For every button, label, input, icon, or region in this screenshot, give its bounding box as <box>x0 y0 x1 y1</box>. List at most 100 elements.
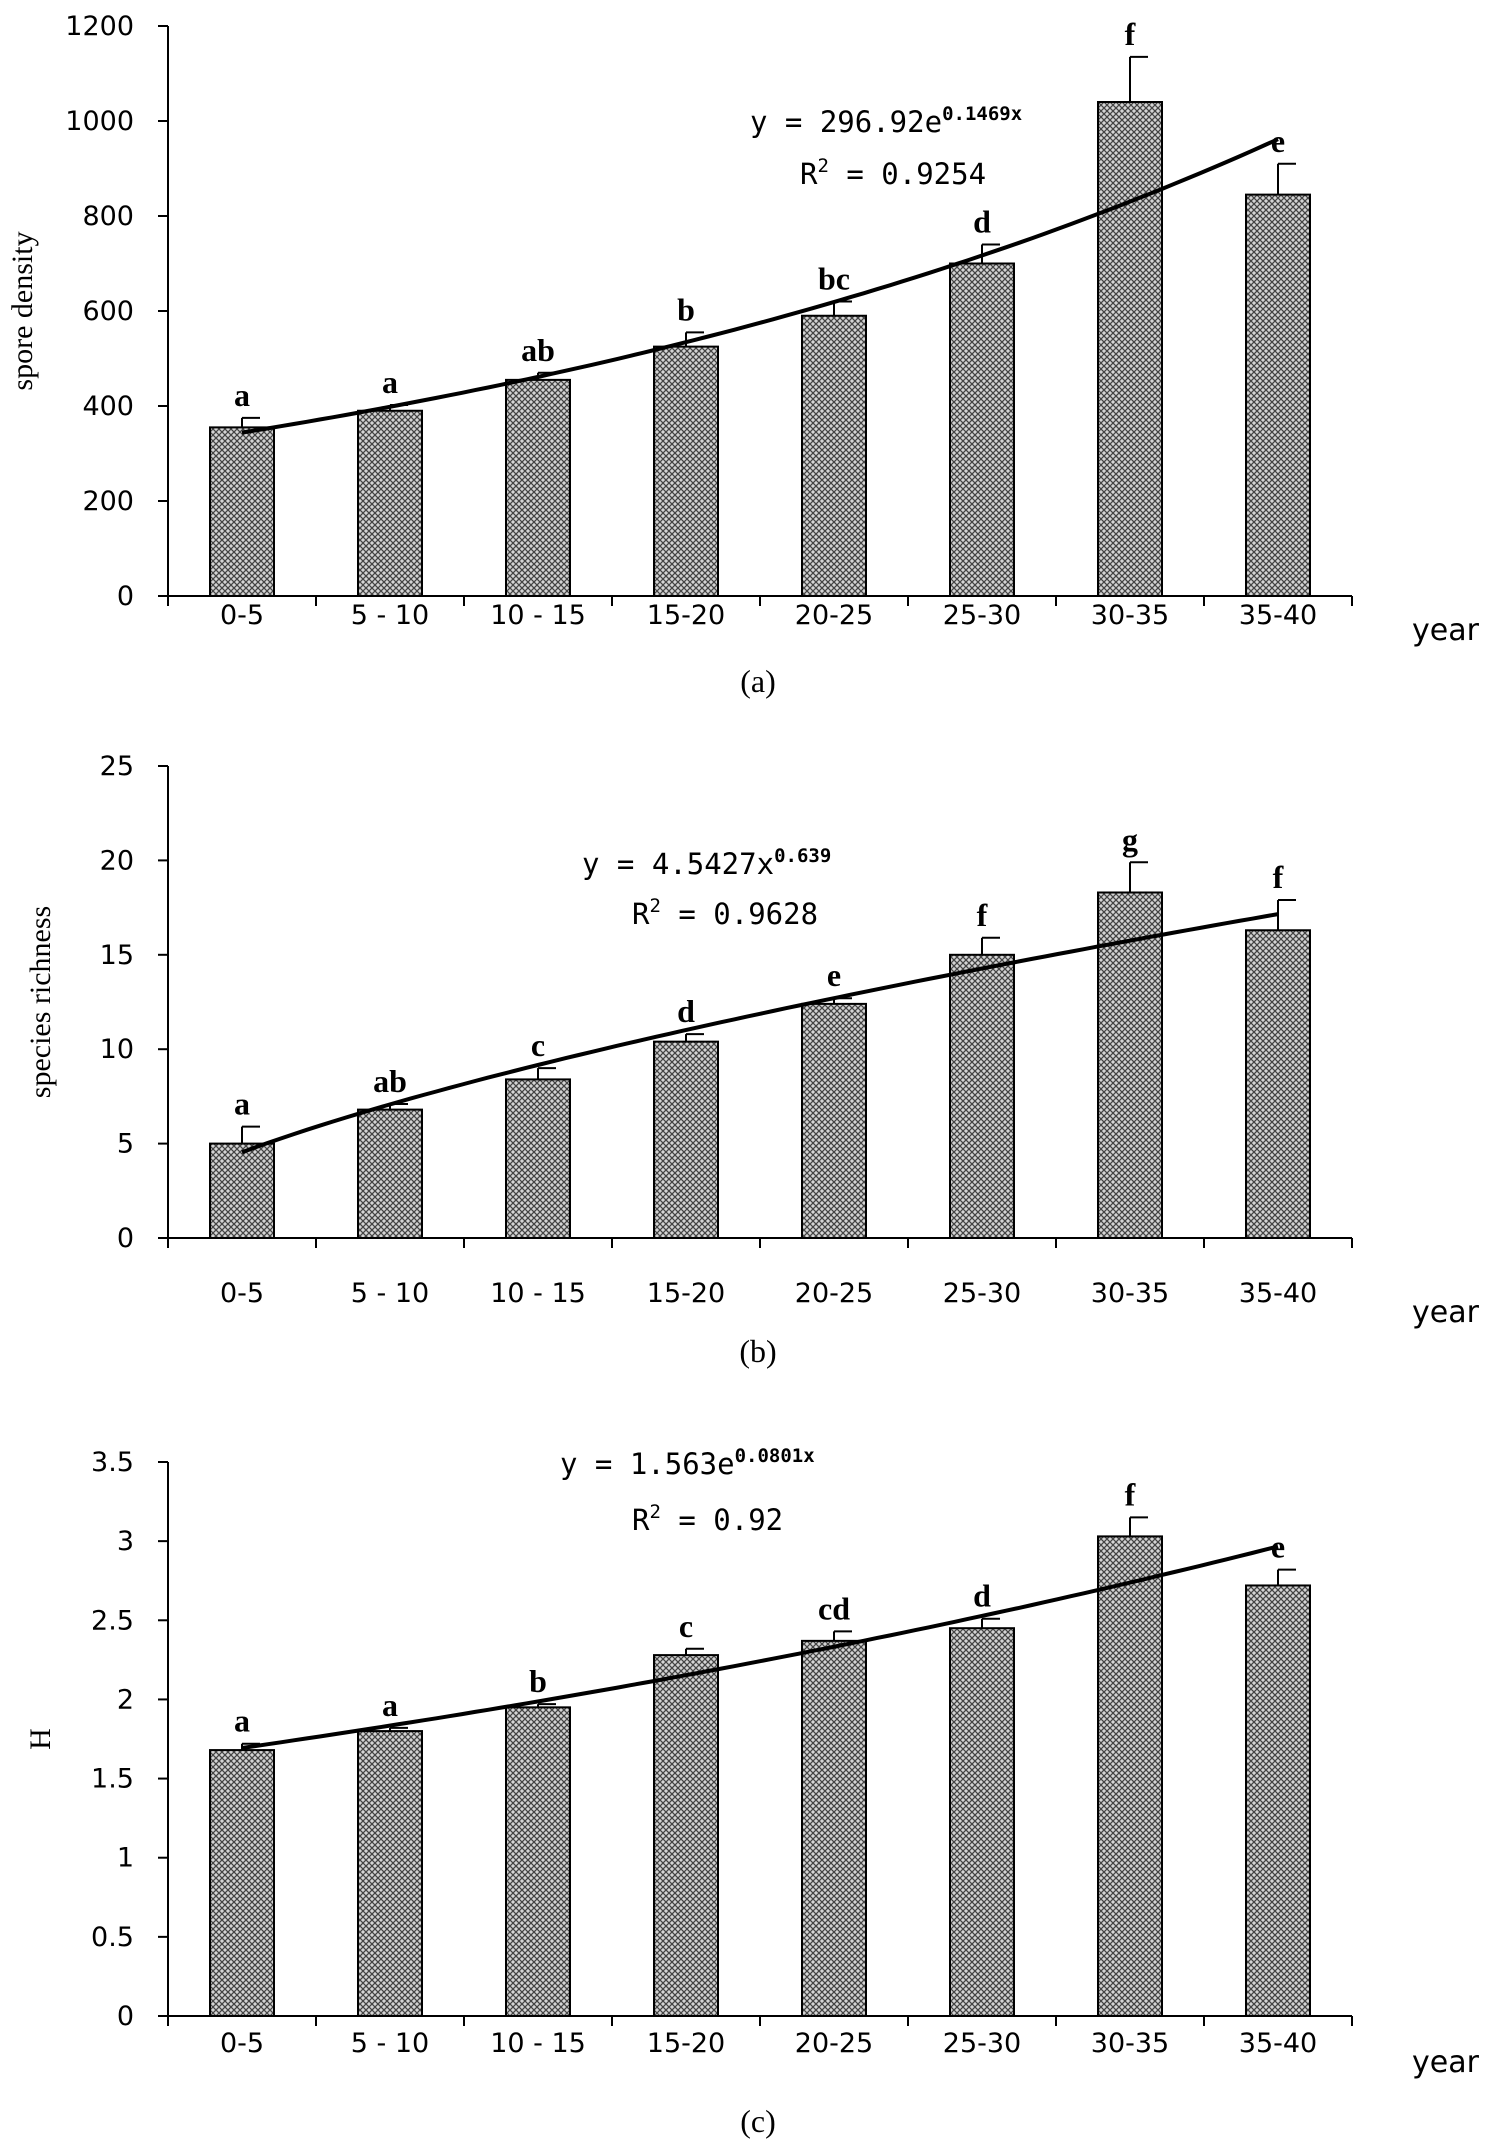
y-tick-label: 2 <box>117 1684 134 1715</box>
significance-letter: c <box>531 1027 545 1063</box>
x-tick-label: 20-25 <box>795 1278 873 1309</box>
significance-letter: a <box>234 1703 250 1739</box>
r-squared: R2 = 0.9628 <box>632 895 818 931</box>
y-tick-label: 200 <box>82 486 134 517</box>
y-tick-label: 1 <box>117 1843 134 1874</box>
x-tick-label: 15-20 <box>647 1278 725 1309</box>
trend-line <box>241 1544 1279 1750</box>
significance-letter: a <box>382 1687 398 1723</box>
significance-letter: a <box>382 364 398 400</box>
panel-label: (c) <box>740 2103 776 2139</box>
y-tick-label: 2.5 <box>91 1605 134 1636</box>
bar-0 <box>209 1749 275 2017</box>
y-tick-label: 0 <box>117 1223 134 1254</box>
significance-letter: bc <box>818 261 850 297</box>
x-tick-label: 35-40 <box>1239 600 1317 631</box>
x-tick-label: 20-25 <box>795 2028 873 2059</box>
x-tick-label: 10 - 15 <box>490 2028 586 2059</box>
bar-5 <box>949 262 1015 597</box>
significance-letter: c <box>679 1608 693 1644</box>
chart-svg-b: 0 5 10 15 20 25 a 0-5 ab 5 - 10 c 10 - 15 d 15-20 e 20-… <box>24 751 1480 1369</box>
significance-letter: g <box>1122 821 1138 857</box>
chart-svg-a: 0 200 400 600 800 1000 1200 a 0-5 a 5 - 10 ab 10 - 1… <box>6 11 1480 699</box>
bar-2 <box>505 1706 571 2017</box>
significance-letter: a <box>234 1086 250 1122</box>
y-axis-label: H <box>24 1728 57 1750</box>
y-tick-label: 1200 <box>65 11 134 42</box>
x-tick-label: 0-5 <box>220 600 264 631</box>
y-tick-label: 10 <box>100 1034 134 1065</box>
y-tick-label: 800 <box>82 201 134 232</box>
bar-4 <box>801 1639 867 2017</box>
y-axis-label: spore density <box>6 231 39 390</box>
chart-svg-c: 0 0.5 1 1.5 2 2.5 3 3.5 a 0-5 a 5 - 10 b 10 - 15 c 15-2… <box>24 1445 1480 2139</box>
bar-1 <box>357 409 423 597</box>
bar-2 <box>505 378 571 597</box>
x-tick-label: 25-30 <box>943 1278 1021 1309</box>
y-tick-label: 25 <box>100 751 134 782</box>
x-axis-label: year <box>1412 613 1480 648</box>
x-tick-label: 0-5 <box>220 1278 264 1309</box>
y-tick-label: 1.5 <box>91 1764 134 1795</box>
significance-letter: ab <box>373 1063 407 1099</box>
bar-3 <box>653 345 719 597</box>
significance-letter: b <box>529 1663 547 1699</box>
x-tick-label: 30-35 <box>1091 2028 1169 2059</box>
x-tick-label: 5 - 10 <box>351 600 429 631</box>
bar-7 <box>1245 929 1311 1239</box>
bar-5 <box>949 1627 1015 2017</box>
y-tick-label: 3 <box>117 1526 134 1557</box>
x-tick-label: 20-25 <box>795 600 873 631</box>
significance-letter: ab <box>521 332 555 368</box>
trend-line <box>241 912 1279 1155</box>
bar-7 <box>1245 193 1311 597</box>
bar-4 <box>801 1002 867 1239</box>
x-tick-label: 25-30 <box>943 2028 1021 2059</box>
significance-letter: d <box>677 993 695 1029</box>
trend-equation: y = 4.5427x0.639 <box>582 845 831 881</box>
r-squared: R2 = 0.92 <box>632 1501 783 1537</box>
significance-letter: a <box>234 377 250 413</box>
bar-2 <box>505 1078 571 1239</box>
significance-letter: f <box>977 897 988 933</box>
x-axis-label: year <box>1412 1295 1480 1330</box>
significance-letter: f <box>1273 859 1284 895</box>
bar-0 <box>209 426 275 597</box>
bar-6 <box>1097 891 1163 1239</box>
bar-0 <box>209 1142 275 1240</box>
significance-letter: d <box>973 204 991 240</box>
trend-equation: y = 1.563e0.0801x <box>560 1445 815 1481</box>
x-tick-label: 5 - 10 <box>351 2028 429 2059</box>
y-tick-label: 5 <box>117 1129 134 1160</box>
y-tick-label: 400 <box>82 391 134 422</box>
chart-panel-a: 0 200 400 600 800 1000 1200 a 0-5 a 5 - 10 ab 10 - 1… <box>0 0 1495 720</box>
y-axis-label: species richness <box>24 906 57 1098</box>
r-squared: R2 = 0.9254 <box>800 155 986 191</box>
x-tick-label: 35-40 <box>1239 2028 1317 2059</box>
chart-panel-c: 0 0.5 1 1.5 2 2.5 3 3.5 a 0-5 a 5 - 10 b 10 - 15 c 15-2… <box>0 1380 1495 2148</box>
x-tick-label: 30-35 <box>1091 1278 1169 1309</box>
y-tick-label: 0.5 <box>91 1922 134 1953</box>
y-tick-label: 3.5 <box>91 1447 134 1478</box>
bar-6 <box>1097 101 1163 597</box>
panel-label: (a) <box>740 663 776 699</box>
x-tick-label: 10 - 15 <box>490 1278 586 1309</box>
y-tick-label: 20 <box>100 845 134 876</box>
y-tick-label: 15 <box>100 940 134 971</box>
x-tick-label: 10 - 15 <box>490 600 586 631</box>
x-tick-label: 35-40 <box>1239 1278 1317 1309</box>
bar-5 <box>949 953 1015 1240</box>
bar-1 <box>357 1108 423 1239</box>
chart-panel-b: 0 5 10 15 20 25 a 0-5 ab 5 - 10 c 10 - 15 d 15-20 e 20-… <box>0 720 1495 1380</box>
bar-3 <box>653 1654 719 2017</box>
x-tick-label: 30-35 <box>1091 600 1169 631</box>
significance-letter: f <box>1125 1476 1136 1512</box>
y-tick-label: 600 <box>82 296 134 327</box>
y-tick-label: 0 <box>117 2001 134 2032</box>
x-tick-label: 5 - 10 <box>351 1278 429 1309</box>
x-tick-label: 15-20 <box>647 600 725 631</box>
y-tick-label: 0 <box>117 581 134 612</box>
significance-letter: d <box>973 1578 991 1614</box>
bar-6 <box>1097 1535 1163 2017</box>
significance-letter: e <box>827 957 841 993</box>
